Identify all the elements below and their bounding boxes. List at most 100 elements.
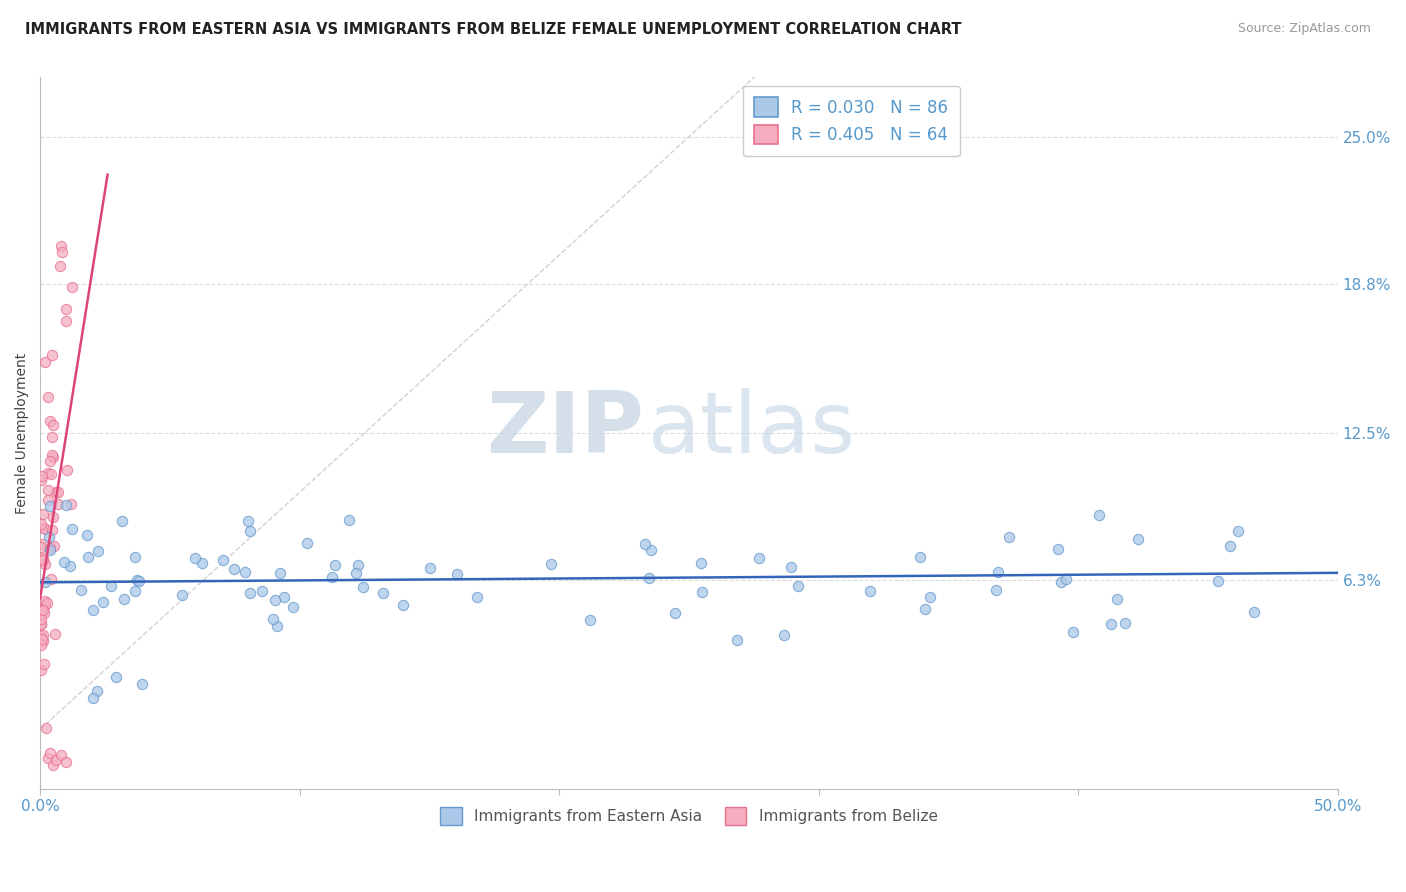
Text: IMMIGRANTS FROM EASTERN ASIA VS IMMIGRANTS FROM BELIZE FEMALE UNEMPLOYMENT CORRE: IMMIGRANTS FROM EASTERN ASIA VS IMMIGRAN… [25, 22, 962, 37]
Point [32, 603, 55, 617]
Point [262, 612, 284, 626]
Point [1062, 624, 1084, 639]
Point [41, 348, 63, 362]
Point [37, 483, 59, 497]
Point [352, 580, 374, 594]
Point [32, 657, 55, 671]
Point [46, 485, 69, 500]
Point [170, 588, 193, 602]
Point [82, 603, 104, 617]
Point [37, 492, 59, 507]
Point [211, 553, 233, 567]
Point [1105, 592, 1128, 607]
Point [908, 549, 931, 564]
Point [49, 238, 72, 252]
Point [446, 566, 468, 581]
Point [31, 632, 53, 646]
Point [42, 417, 65, 432]
Point [34, 598, 56, 612]
Point [779, 560, 801, 574]
Point [344, 566, 367, 581]
Point [34, 557, 56, 571]
Point [30, 616, 52, 631]
Y-axis label: Female Unemployment: Female Unemployment [15, 352, 30, 514]
Point [30, 516, 52, 531]
Point [49, 748, 72, 763]
Point [273, 590, 295, 604]
Point [34, 355, 56, 369]
Point [239, 585, 262, 599]
Point [264, 592, 287, 607]
Point [1099, 616, 1122, 631]
Point [39, 572, 62, 586]
Point [32, 507, 55, 521]
Point [1114, 615, 1136, 630]
Point [1226, 524, 1249, 538]
Point [984, 582, 1007, 597]
Point [1219, 539, 1241, 553]
Point [44, 627, 66, 641]
Point [32, 521, 55, 535]
Point [39, 454, 62, 468]
Point [86, 684, 108, 698]
Point [30, 629, 52, 643]
Point [1046, 542, 1069, 557]
Text: ZIP: ZIP [485, 388, 644, 471]
Point [748, 551, 770, 566]
Point [77, 550, 100, 565]
Point [112, 591, 135, 606]
Point [62, 279, 84, 293]
Point [55, 756, 77, 770]
Point [250, 584, 273, 599]
Point [637, 571, 659, 585]
Point [34, 522, 56, 536]
Point [56, 463, 79, 477]
Point [191, 556, 214, 570]
Point [269, 566, 291, 580]
Point [45, 485, 67, 500]
Point [41, 524, 63, 538]
Point [465, 591, 488, 605]
Point [55, 314, 77, 328]
Point [1054, 572, 1077, 586]
Point [37, 750, 59, 764]
Point [45, 753, 67, 767]
Point [1206, 574, 1229, 588]
Point [31, 468, 53, 483]
Point [60, 522, 83, 536]
Point [35, 721, 58, 735]
Text: Source: ZipAtlas.com: Source: ZipAtlas.com [1237, 22, 1371, 36]
Point [323, 558, 346, 572]
Point [41, 430, 63, 444]
Point [39, 467, 62, 481]
Point [773, 628, 796, 642]
Point [34, 575, 56, 590]
Point [60, 498, 83, 512]
Point [32, 606, 55, 620]
Point [689, 556, 711, 570]
Point [38, 541, 60, 555]
Point [32, 628, 55, 642]
Point [30, 663, 52, 677]
Point [59, 558, 82, 573]
Point [37, 467, 59, 481]
Point [283, 599, 305, 614]
Point [34, 594, 56, 608]
Point [32, 537, 55, 551]
Point [35, 596, 58, 610]
Point [39, 414, 62, 428]
Point [233, 566, 256, 580]
Point [266, 619, 288, 633]
Point [391, 599, 413, 613]
Point [100, 579, 122, 593]
Point [222, 561, 245, 575]
Point [32, 552, 55, 566]
Point [859, 584, 882, 599]
Point [70, 582, 93, 597]
Point [131, 677, 153, 691]
Point [239, 524, 262, 538]
Point [30, 638, 52, 652]
Point [128, 574, 150, 588]
Point [32, 550, 55, 565]
Point [87, 543, 110, 558]
